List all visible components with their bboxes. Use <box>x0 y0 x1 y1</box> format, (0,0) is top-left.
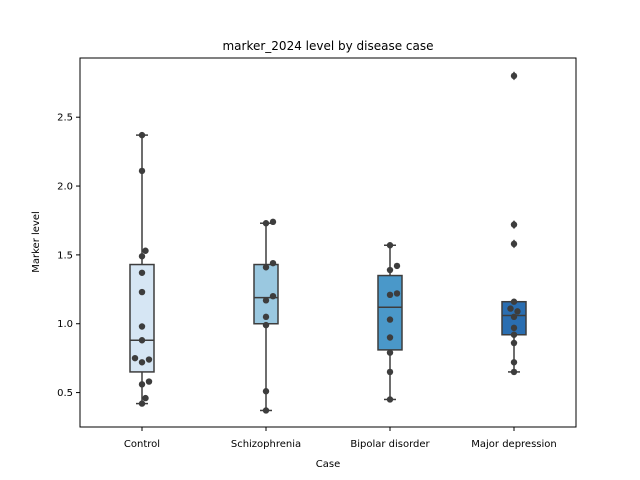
data-point <box>138 400 146 407</box>
data-point <box>393 290 401 297</box>
data-point <box>138 167 146 175</box>
data-point <box>131 354 139 362</box>
data-point <box>138 359 146 366</box>
data-point <box>386 316 394 323</box>
data-point <box>386 291 394 299</box>
data-point <box>510 368 518 376</box>
data-point <box>510 298 518 305</box>
data-point <box>138 381 146 388</box>
data-point <box>386 349 394 356</box>
data-point <box>386 266 394 274</box>
data-point <box>262 313 270 321</box>
data-point <box>262 407 270 414</box>
box-control <box>129 263 155 373</box>
data-point <box>510 72 518 80</box>
data-point <box>510 313 518 321</box>
data-point <box>145 378 153 385</box>
data-point <box>510 339 518 347</box>
chart-title: marker_2024 level by disease case <box>222 39 433 53</box>
data-point <box>145 356 153 363</box>
data-point <box>269 218 277 226</box>
data-point <box>138 337 146 344</box>
x-axis-label: Case <box>316 459 340 470</box>
data-point <box>138 253 146 260</box>
data-point <box>262 264 270 271</box>
y-tick-label: 2.0 <box>57 182 73 193</box>
data-point <box>507 305 514 312</box>
plot-area: 0.5 1.0 1.5 2.0 2.5 Control Schizophrenia Bipol… <box>57 71 557 450</box>
data-point <box>510 359 518 366</box>
data-point <box>393 262 401 270</box>
x-tick-label: Bipolar disorder <box>350 439 430 450</box>
data-point <box>386 334 394 341</box>
data-point <box>138 323 146 330</box>
data-point <box>262 220 270 227</box>
data-point <box>514 308 521 315</box>
x-tick-label: Major depression <box>471 439 557 450</box>
data-point <box>262 388 270 395</box>
x-tick-label: Control <box>124 439 160 450</box>
data-point <box>386 368 394 376</box>
data-point <box>142 394 149 402</box>
data-point <box>138 131 146 139</box>
data-point <box>138 288 146 296</box>
data-point <box>510 240 518 248</box>
data-point <box>510 221 518 228</box>
data-point <box>386 396 394 403</box>
data-point <box>269 292 277 300</box>
x-tick-label: Schizophrenia <box>231 439 301 450</box>
data-point <box>510 324 518 332</box>
data-point <box>510 331 518 338</box>
y-tick-label: 1.0 <box>57 319 73 330</box>
y-tick-label: 1.5 <box>57 250 73 261</box>
y-axis-label: Marker level <box>31 211 42 273</box>
data-point <box>386 242 394 249</box>
data-point <box>262 321 270 329</box>
data-point <box>269 259 277 267</box>
plot-frame <box>79 57 577 428</box>
data-point <box>262 297 270 304</box>
data-point <box>142 247 149 254</box>
y-tick-label: 2.5 <box>57 113 73 124</box>
y-tick-label: 0.5 <box>57 388 73 399</box>
data-point <box>138 269 146 276</box>
